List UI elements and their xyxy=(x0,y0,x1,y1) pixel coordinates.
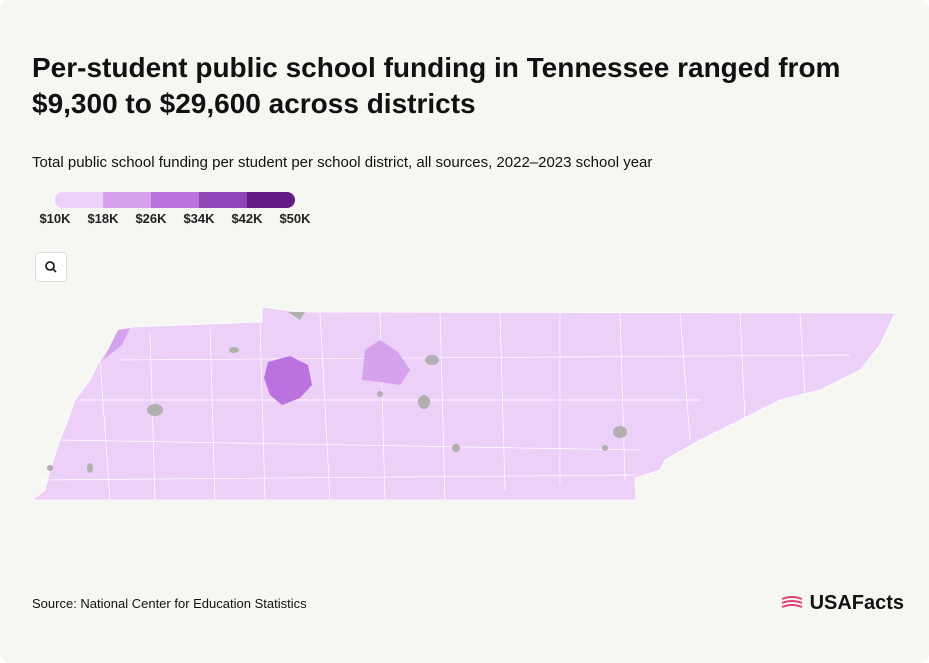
district-davidson xyxy=(264,356,312,405)
district-lake xyxy=(103,328,130,360)
legend-swatch xyxy=(103,192,151,208)
legend-label: $10K xyxy=(39,211,71,226)
logo: USAFacts xyxy=(780,592,904,615)
legend-label: $42K xyxy=(231,211,263,226)
legend-label: $50K xyxy=(279,211,311,226)
state-shape xyxy=(30,306,896,501)
district-rutherford xyxy=(362,340,410,385)
legend-swatch xyxy=(199,192,247,208)
no-data xyxy=(47,312,627,473)
legend-swatch xyxy=(151,192,199,208)
legend-label: $18K xyxy=(87,211,119,226)
title: Per-student public school funding in Ten… xyxy=(32,52,841,119)
search-icon xyxy=(45,261,57,273)
legend-swatch-fill xyxy=(247,192,271,208)
subtitle: Total public school funding per student … xyxy=(32,154,653,171)
legend-label: $34K xyxy=(183,211,215,226)
logo-text: USAFacts xyxy=(809,592,905,614)
district-borders xyxy=(39,311,851,501)
map xyxy=(30,306,896,501)
legend-swatch-fill xyxy=(79,192,103,208)
legend: $10K $18K $26K $34K $42K $50K xyxy=(39,192,311,226)
search-button[interactable] xyxy=(35,252,67,282)
logo-icon xyxy=(781,596,803,608)
legend-label: $26K xyxy=(135,211,167,226)
source: Source: National Center for Education St… xyxy=(32,596,307,611)
